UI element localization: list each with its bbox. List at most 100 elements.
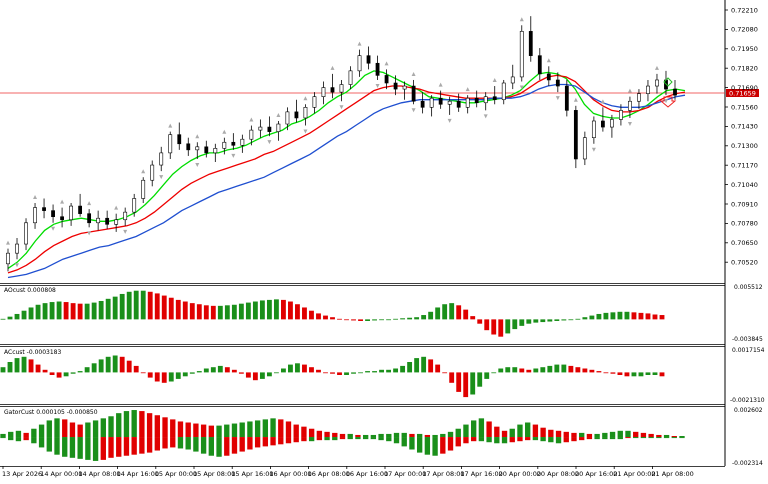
histogram-bar (386, 369, 392, 373)
gator-upper-bar (154, 415, 160, 438)
histogram-bar (638, 372, 644, 377)
histogram-bar (189, 372, 195, 374)
gator-lower-bar (679, 437, 685, 439)
histogram-bar (372, 371, 377, 373)
histogram-bar (428, 359, 434, 373)
gator-lower-bar (432, 437, 438, 456)
gator-lower-bar (278, 437, 284, 445)
histogram-bar (182, 301, 188, 320)
candle-body (456, 100, 461, 108)
histogram-bar (414, 358, 420, 373)
gator-lower-bar (131, 437, 137, 455)
price-tick-label: 0.71690 (731, 84, 758, 92)
gator-lower-bar (555, 437, 562, 444)
x-tick-label: 21 Apr 08:00 (651, 470, 693, 478)
gator-upper-bar (208, 425, 214, 438)
gator-lower-bar (571, 437, 577, 442)
histogram-bar (400, 318, 406, 320)
x-tick-label: 15 Apr 08:00 (193, 470, 235, 478)
histogram-bar (561, 319, 567, 321)
gator-pane (0, 410, 685, 461)
candle-body (637, 93, 641, 102)
histogram-bar (400, 365, 406, 373)
histogram-bar (84, 367, 90, 373)
candle-body (411, 85, 416, 102)
gator-lower-bar (92, 437, 99, 461)
histogram-bar (273, 299, 279, 320)
gator-upper-bar (679, 436, 685, 438)
histogram-bar (379, 319, 385, 321)
histogram-bar (77, 371, 83, 373)
gator-lower-bar (532, 437, 539, 441)
histogram-bar (49, 372, 55, 375)
histogram-bar (0, 367, 6, 373)
gator-upper-bar (517, 424, 523, 438)
histogram-bar (652, 314, 658, 320)
fractal-up-marker (303, 96, 308, 101)
gator-lower-bar (139, 437, 145, 454)
gator-lower-bar (525, 437, 531, 441)
histogram-bar (652, 372, 658, 375)
fractal-down-marker (15, 263, 20, 268)
candle-body (628, 100, 632, 111)
fractal-up-marker (141, 169, 146, 174)
histogram-bar (568, 319, 574, 321)
gator-lower-bar (239, 437, 245, 452)
histogram-bar (421, 315, 427, 320)
ao-label: AOcust 0.000808 (4, 287, 56, 294)
ac-pane (0, 355, 665, 398)
gator-lower-bar (656, 437, 662, 439)
gator-upper-bar (579, 432, 585, 438)
gator-upper-bar (386, 433, 392, 438)
gator-lower-bar (77, 437, 83, 459)
candle-body (222, 141, 227, 149)
fractal-up-marker (411, 71, 416, 76)
gator-lower-bar (339, 437, 346, 440)
ma-line (7, 74, 686, 274)
histogram-bar (547, 365, 553, 373)
x-tick-label: 16 Apr 08:00 (308, 470, 350, 478)
histogram-bar (645, 313, 651, 320)
histogram-bar (196, 304, 202, 320)
histogram-bar (519, 319, 525, 326)
candle-body (123, 211, 128, 221)
gator-lower-bar (409, 437, 415, 450)
x-tick-label: 14 Apr 08:00 (78, 470, 120, 478)
histogram-bar (512, 319, 518, 330)
fractal-down-marker (555, 96, 560, 101)
histogram-bar (35, 304, 41, 320)
histogram-bar (533, 368, 539, 373)
gator-lower-bar (146, 437, 153, 453)
histogram-bar (35, 364, 41, 373)
candle-body (582, 137, 587, 160)
histogram-bar (638, 312, 644, 320)
histogram-bar (266, 372, 272, 377)
gator-upper-bar (177, 421, 184, 438)
histogram-bar (280, 368, 286, 373)
gator-lower-bar (663, 437, 670, 439)
gator-upper-bar (231, 423, 238, 438)
fractal-up-marker (600, 99, 605, 104)
gator-upper-bar (162, 417, 168, 438)
histogram-bar (189, 303, 195, 320)
histogram-bar (484, 372, 490, 379)
histogram-bar (154, 293, 160, 320)
histogram-bar (337, 372, 342, 375)
candle-body (276, 123, 281, 132)
gator-upper-bar (224, 424, 230, 438)
histogram-bar (231, 304, 237, 320)
gator-upper-bar (532, 424, 539, 438)
x-tick-label: 15 Apr 16:00 (231, 470, 273, 478)
gator-upper-bar (8, 431, 14, 438)
histogram-bar (596, 371, 602, 373)
histogram-bar (140, 290, 146, 320)
candle-body (655, 79, 659, 87)
gator-lower-bar (455, 437, 461, 447)
gator-upper-bar (278, 419, 284, 438)
gator-upper-bar (617, 430, 623, 438)
gator-upper-bar (139, 411, 145, 438)
gator-upper-bar (116, 413, 122, 438)
gator-upper-bar (633, 431, 639, 438)
histogram-bar (323, 372, 328, 374)
